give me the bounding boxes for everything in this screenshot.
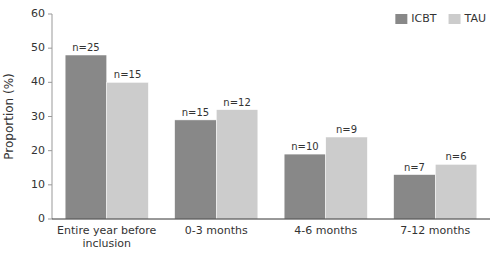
chart: 0102030405060Proportion (%)n=25n=15n=10n…: [0, 0, 500, 259]
legend: ICBT TAU: [395, 12, 486, 25]
legend-swatch: [395, 14, 407, 24]
y-tick-label: 0: [38, 212, 45, 225]
y-tick-label: 10: [31, 178, 45, 191]
bar: [394, 175, 436, 219]
y-axis-label: Proportion (%): [2, 73, 16, 160]
bar-annotation: n=7: [404, 162, 425, 173]
bar: [175, 120, 217, 219]
bar: [107, 82, 149, 219]
bar-annotation: n=9: [336, 124, 357, 135]
legend-item: TAU: [449, 12, 486, 25]
y-tick: [48, 48, 52, 49]
y-tick-label: 20: [31, 144, 45, 157]
bar: [65, 55, 107, 219]
x-tick-label: 7-12 months: [400, 224, 470, 237]
y-tick-label: 30: [31, 110, 45, 123]
bar-annotation: n=15: [114, 69, 141, 80]
y-tick: [48, 150, 52, 151]
x-tick-label: Entire year beforeinclusion: [57, 224, 157, 250]
x-axis: Entire year beforeinclusion 0-3 months 4-6…: [52, 219, 490, 250]
bar: [435, 164, 477, 219]
legend-label: TAU: [464, 12, 486, 25]
y-axis-line: [52, 14, 53, 219]
x-tick-label: 0-3 months: [185, 224, 248, 237]
legend-label: ICBT: [411, 12, 436, 25]
y-tick: [48, 14, 52, 15]
bar-annotation: n=15: [182, 107, 209, 118]
y-tick: [48, 116, 52, 117]
y-tick: [48, 82, 52, 83]
x-tick-label: 4-6 months: [294, 224, 357, 237]
y-axis: 0 10 20 30 40 50 60: [31, 7, 52, 225]
y-tick-label: 40: [31, 75, 45, 88]
chart-container: 0102030405060Proportion (%)n=25n=15n=10n…: [0, 0, 500, 259]
bar: [216, 110, 258, 219]
legend-item: ICBT: [395, 12, 436, 25]
y-tick: [48, 219, 52, 220]
bar-annotation: n=12: [223, 97, 250, 108]
y-tick-label: 60: [31, 7, 45, 20]
legend-swatch: [449, 14, 461, 24]
bar-annotation: n=6: [446, 151, 467, 162]
bar: [284, 154, 326, 219]
bars: [65, 55, 477, 219]
y-tick: [48, 184, 52, 185]
y-tick-label: 50: [31, 41, 45, 54]
bar-annotation: n=25: [72, 42, 99, 53]
x-axis-line: [52, 219, 490, 220]
bar-annotations: n=25 n=15 n=10 n=7 n=15 n=12 n=9 n=6: [72, 42, 466, 173]
bar: [326, 137, 368, 219]
bar-annotation: n=10: [291, 141, 318, 152]
